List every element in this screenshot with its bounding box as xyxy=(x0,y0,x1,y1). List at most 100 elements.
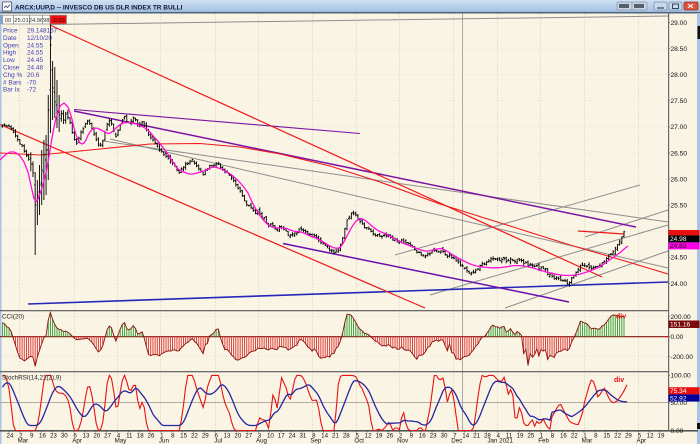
svg-text:9: 9 xyxy=(30,433,34,440)
svg-text:16: 16 xyxy=(39,433,46,440)
svg-text:22: 22 xyxy=(571,433,578,440)
svg-text:8: 8 xyxy=(594,433,598,440)
svg-text:15: 15 xyxy=(603,433,610,440)
svg-text:14: 14 xyxy=(321,433,328,440)
svg-text:19: 19 xyxy=(375,433,382,440)
svg-text:16: 16 xyxy=(419,433,426,440)
svg-text:Jan 2021: Jan 2021 xyxy=(487,438,513,444)
svg-text:15: 15 xyxy=(180,433,187,440)
svg-text:100.00: 100.00 xyxy=(671,373,692,380)
svg-text:div: div xyxy=(614,377,624,384)
svg-text:17: 17 xyxy=(278,433,285,440)
svg-text:20: 20 xyxy=(234,433,241,440)
svg-text:22: 22 xyxy=(614,433,621,440)
svg-text:14: 14 xyxy=(462,433,469,440)
svg-text:Dec: Dec xyxy=(451,438,462,444)
svg-text:200.00: 200.00 xyxy=(671,314,692,321)
svg-text:27: 27 xyxy=(104,433,111,440)
svg-text:19: 19 xyxy=(658,433,665,440)
svg-text:24.83: 24.83 xyxy=(670,243,687,250)
svg-text:20: 20 xyxy=(93,433,100,440)
svg-text:Nov: Nov xyxy=(397,438,409,444)
svg-text:25.01: 25.01 xyxy=(14,18,29,24)
svg-text:Mar: Mar xyxy=(18,438,29,444)
svg-text:# Bars: # Bars xyxy=(3,79,21,86)
svg-text:28: 28 xyxy=(484,433,491,440)
svg-text:29: 29 xyxy=(625,433,632,440)
svg-text:8: 8 xyxy=(312,433,316,440)
svg-text:21: 21 xyxy=(473,433,480,440)
svg-text:4: 4 xyxy=(496,433,500,440)
svg-text:1: 1 xyxy=(583,433,587,440)
svg-text:24.55: 24.55 xyxy=(27,42,43,49)
svg-text:Feb: Feb xyxy=(538,438,549,444)
svg-text:12: 12 xyxy=(365,433,372,440)
svg-text:CCI(20): CCI(20) xyxy=(2,314,24,321)
svg-text:23: 23 xyxy=(50,433,57,440)
svg-text:-0.03: -0.03 xyxy=(52,18,65,24)
svg-text:10: 10 xyxy=(267,433,274,440)
svg-text:12: 12 xyxy=(647,433,654,440)
svg-text:8: 8 xyxy=(171,433,175,440)
svg-text:24.48: 24.48 xyxy=(27,65,43,72)
svg-text:30: 30 xyxy=(441,433,448,440)
svg-text:Low: Low xyxy=(3,57,15,64)
svg-text:0.00: 0.00 xyxy=(671,334,684,341)
svg-text:6: 6 xyxy=(73,433,77,440)
svg-text:16: 16 xyxy=(560,433,567,440)
svg-text:Open: Open xyxy=(3,42,19,49)
svg-text:12/10/20: 12/10/20 xyxy=(27,35,52,42)
svg-text:Close: Close xyxy=(3,65,20,72)
svg-text:Bar Ix: Bar Ix xyxy=(3,87,20,94)
svg-text:6: 6 xyxy=(214,433,218,440)
svg-text:Mar: Mar xyxy=(582,438,593,444)
svg-text:-200.00: -200.00 xyxy=(671,354,694,361)
svg-text:28: 28 xyxy=(343,433,350,440)
svg-text:13: 13 xyxy=(83,433,90,440)
svg-text:5: 5 xyxy=(355,433,359,440)
svg-text:Apr: Apr xyxy=(72,438,82,444)
svg-text:26.50: 26.50 xyxy=(671,150,688,157)
svg-text:24: 24 xyxy=(289,433,296,440)
svg-text:29.00: 29.00 xyxy=(671,20,688,27)
svg-text:20.6: 20.6 xyxy=(27,72,40,79)
svg-text:11: 11 xyxy=(506,433,513,440)
svg-text:-72: -72 xyxy=(27,87,37,94)
svg-text:24.98: 24.98 xyxy=(670,236,687,243)
svg-text:22: 22 xyxy=(191,433,198,440)
svg-text:Sep: Sep xyxy=(310,438,322,444)
svg-text:29.148157: 29.148157 xyxy=(27,28,58,35)
svg-text:Jul: Jul xyxy=(214,438,222,444)
svg-text:13: 13 xyxy=(224,433,231,440)
svg-text:24: 24 xyxy=(7,433,14,440)
svg-text:Apr: Apr xyxy=(636,438,646,444)
svg-text:0.00: 0.00 xyxy=(671,428,684,435)
svg-text:28.00: 28.00 xyxy=(671,72,688,79)
svg-text:Date: Date xyxy=(3,35,17,42)
svg-text:23: 23 xyxy=(430,433,437,440)
svg-text:2: 2 xyxy=(399,433,403,440)
svg-text:26.00: 26.00 xyxy=(671,176,688,183)
svg-text:50.00: 50.00 xyxy=(671,400,688,407)
svg-text:Chg %: Chg % xyxy=(3,72,22,79)
svg-text:24.55: 24.55 xyxy=(27,50,43,57)
svg-text:7: 7 xyxy=(453,433,457,440)
svg-text:26: 26 xyxy=(386,433,393,440)
svg-text:-70: -70 xyxy=(27,79,37,86)
svg-text:4: 4 xyxy=(117,433,121,440)
svg-text:25: 25 xyxy=(527,433,534,440)
svg-text:9: 9 xyxy=(410,433,414,440)
svg-text:27: 27 xyxy=(245,433,252,440)
svg-text:24.00: 24.00 xyxy=(671,281,688,288)
svg-text:52.92: 52.92 xyxy=(670,395,687,402)
svg-text:Price: Price xyxy=(3,28,18,35)
svg-text:High: High xyxy=(3,50,17,57)
svg-text:27.50: 27.50 xyxy=(671,98,688,105)
svg-text:26: 26 xyxy=(148,433,155,440)
svg-text:div: div xyxy=(616,314,626,321)
svg-text:21: 21 xyxy=(332,433,339,440)
svg-text:75.34: 75.34 xyxy=(670,388,687,395)
svg-text:98: 98 xyxy=(43,18,49,24)
svg-text:1: 1 xyxy=(540,433,544,440)
svg-text:May: May xyxy=(115,438,128,444)
